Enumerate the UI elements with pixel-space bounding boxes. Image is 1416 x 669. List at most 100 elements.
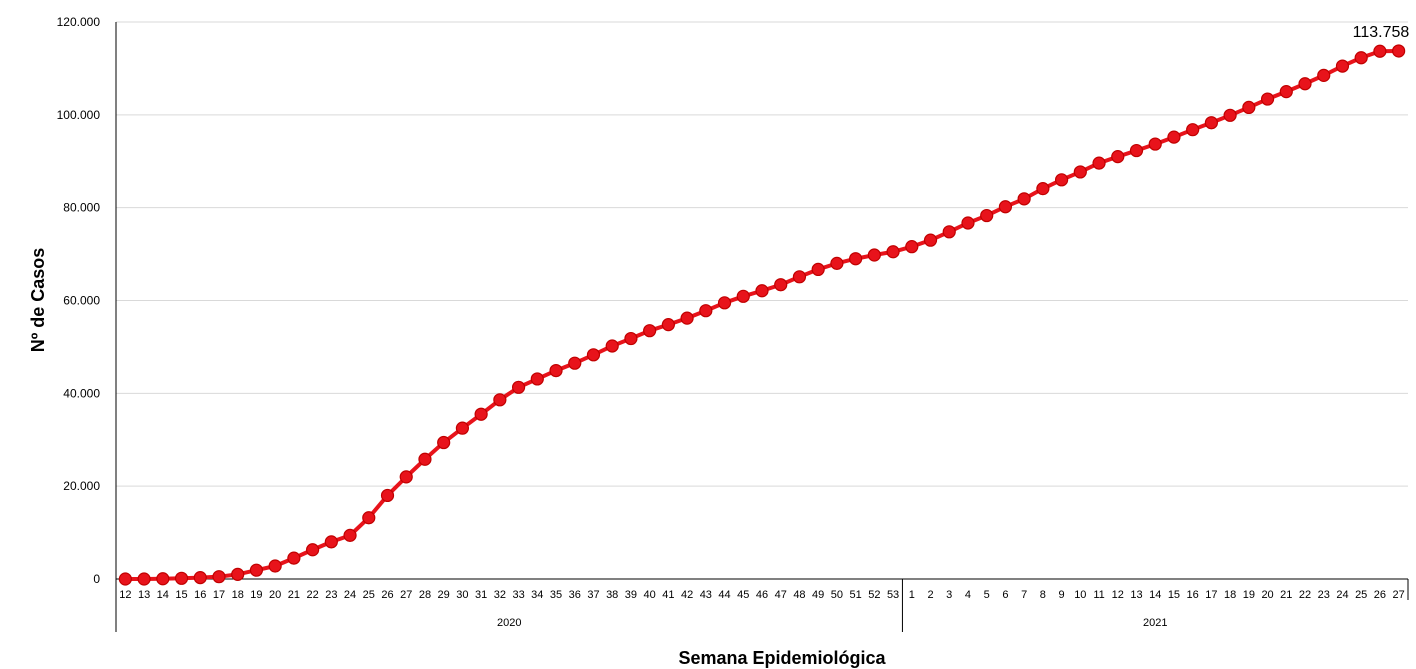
data-point — [1392, 44, 1406, 58]
x-tick-label: 17 — [213, 589, 225, 601]
data-point — [886, 245, 900, 259]
x-tick-label: 43 — [700, 589, 712, 601]
data-point — [586, 348, 601, 362]
x-tick-label: 46 — [756, 589, 768, 601]
x-tick-label: 14 — [157, 589, 169, 601]
x-tick-label: 19 — [1243, 589, 1255, 601]
y-tick-labels: 0 20.000 40.000 60.000 80.000 100.000 120.000 — [57, 15, 101, 586]
data-point — [605, 339, 619, 353]
data-point — [418, 452, 432, 466]
data-point — [680, 311, 694, 325]
y-tick-label: 120.000 — [57, 15, 101, 29]
y-tick-label: 0 — [93, 572, 100, 586]
y-tick-label: 60.000 — [63, 294, 100, 308]
data-point — [661, 318, 675, 332]
x-tick-label: 13 — [138, 589, 150, 601]
x-tick-label: 28 — [419, 589, 431, 601]
data-point — [1073, 165, 1087, 179]
x-tick-label: 50 — [831, 589, 843, 601]
data-point — [1260, 92, 1275, 106]
data-point — [474, 407, 488, 421]
data-point — [811, 262, 825, 277]
x-tick-label: 47 — [775, 589, 787, 601]
x-tick-label: 19 — [250, 589, 262, 601]
data-point — [942, 225, 956, 239]
x-axis-title: Semana Epidemiológica — [678, 648, 886, 668]
x-tick-label: 3 — [946, 589, 952, 601]
data-point — [1129, 143, 1144, 158]
y-tick-label: 20.000 — [63, 479, 100, 493]
annotations: 113.758 — [1353, 24, 1410, 41]
x-tick-label: 1 — [909, 589, 915, 601]
data-point — [455, 421, 470, 435]
x-tick-label: 30 — [456, 589, 468, 601]
x-tick-label: 39 — [625, 589, 637, 601]
x-tick-label: 34 — [531, 589, 543, 601]
x-tick-label: 8 — [1040, 589, 1046, 601]
series-plot — [118, 44, 1406, 586]
x-tick-label: 52 — [868, 589, 880, 601]
data-point — [830, 256, 844, 270]
data-point — [1148, 137, 1162, 151]
y-tick-label: 40.000 — [63, 386, 100, 400]
data-point — [867, 248, 881, 262]
x-tick-label: 25 — [1355, 589, 1367, 601]
x-tick-label: 25 — [363, 589, 375, 601]
x-tick-label: 24 — [1336, 589, 1348, 601]
x-tick-label: 11 — [1093, 589, 1104, 601]
data-label: 113.758 — [1353, 24, 1410, 41]
data-point — [362, 511, 376, 525]
x-tick-label: 6 — [1002, 589, 1008, 601]
data-point — [1317, 68, 1331, 82]
data-point — [174, 571, 189, 585]
data-point — [493, 393, 507, 407]
data-point — [156, 572, 170, 586]
x-tick-label: 16 — [1187, 589, 1199, 601]
data-point — [717, 296, 732, 310]
data-point — [324, 535, 338, 549]
x-tick-label: 22 — [306, 589, 318, 601]
data-point — [1242, 100, 1256, 115]
x-tick-label: 22 — [1299, 589, 1311, 601]
x-tick-label: 32 — [494, 589, 506, 601]
x-tick-label: 16 — [194, 589, 206, 601]
x-tick-label: 4 — [965, 589, 971, 601]
x-tick-label: 21 — [288, 589, 300, 601]
data-point — [306, 543, 320, 557]
x-tick-label: 2 — [927, 589, 933, 601]
data-point — [998, 200, 1013, 214]
x-tick-label: 12 — [119, 589, 131, 601]
data-point — [1036, 182, 1050, 196]
data-point — [1186, 123, 1200, 137]
x-tick-label: 18 — [1224, 589, 1236, 601]
x-tick-label: 31 — [475, 589, 487, 601]
data-point — [511, 380, 526, 394]
data-point — [568, 356, 582, 370]
data-point — [774, 278, 788, 292]
y-tick-label: 100.000 — [57, 108, 101, 122]
year-group-label: 2020 — [497, 617, 521, 629]
x-tick-label: 24 — [344, 589, 356, 601]
gridlines — [116, 21, 1408, 487]
data-point — [1354, 51, 1368, 65]
x-tick-label: 21 — [1280, 589, 1292, 601]
x-tick-label: 7 — [1021, 589, 1027, 601]
data-point — [212, 570, 226, 584]
data-point — [1298, 77, 1312, 91]
data-point — [1204, 116, 1218, 130]
data-point — [699, 304, 713, 318]
x-tick-label: 49 — [812, 589, 824, 601]
data-point — [549, 363, 563, 378]
data-point — [849, 252, 863, 266]
x-tick-label: 35 — [550, 589, 562, 601]
data-point — [137, 572, 151, 586]
x-tick-label: 9 — [1059, 589, 1065, 601]
data-point — [268, 559, 282, 573]
x-tick-label: 48 — [793, 589, 805, 601]
data-point — [530, 372, 544, 386]
data-point — [1092, 156, 1106, 170]
x-tick-label: 18 — [232, 589, 244, 601]
x-tick-label: 27 — [400, 589, 412, 601]
data-point — [231, 567, 245, 581]
y-tick-label: 80.000 — [63, 201, 100, 215]
